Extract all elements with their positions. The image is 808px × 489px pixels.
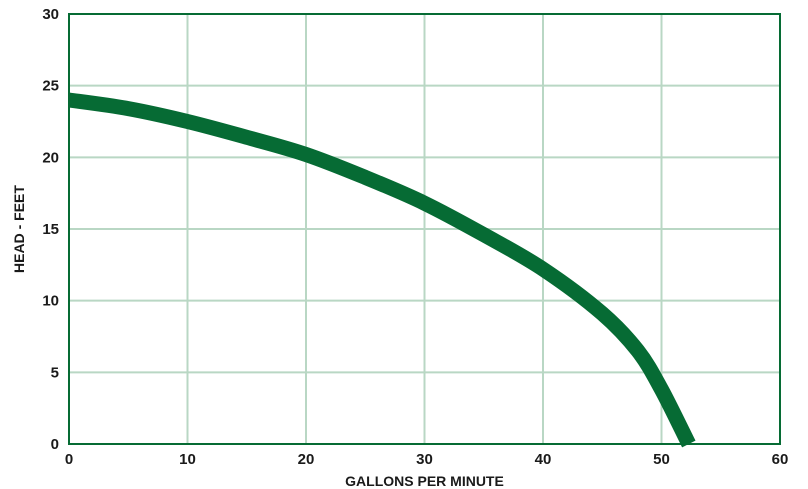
- x-axis-ticks: 0 10 20 30 40 50 60: [65, 451, 789, 468]
- x-tick-label: 10: [179, 451, 196, 468]
- x-tick-label: 30: [416, 451, 433, 468]
- x-axis-title: GALLONS PER MINUTE: [345, 473, 504, 489]
- x-tick-label: 40: [535, 451, 552, 468]
- y-tick-label: 20: [42, 149, 59, 166]
- x-tick-label: 60: [772, 451, 789, 468]
- y-tick-label: 15: [42, 221, 59, 238]
- y-tick-label: 30: [42, 6, 59, 23]
- y-axis-title: HEAD - FEET: [11, 185, 27, 273]
- y-tick-label: 10: [42, 293, 59, 310]
- y-axis-ticks: 0 5 10 15 20 25 30: [42, 6, 59, 453]
- series-group: [67, 92, 696, 448]
- y-tick-label: 0: [51, 436, 59, 453]
- head-curve-line: [67, 92, 696, 448]
- x-tick-label: 20: [298, 451, 315, 468]
- y-tick-label: 25: [42, 78, 59, 95]
- x-tick-label: 0: [65, 451, 73, 468]
- y-tick-label: 5: [51, 364, 59, 381]
- plot-frame: [68, 13, 781, 445]
- x-tick-label: 50: [653, 451, 670, 468]
- grid-lines: [69, 14, 780, 444]
